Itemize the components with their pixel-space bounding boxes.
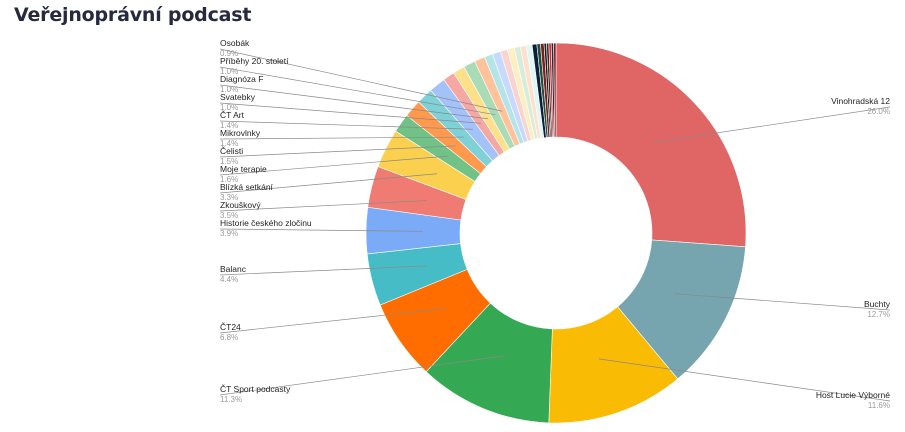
pie-slice — [555, 42, 747, 248]
slice-percent: 1.0% — [220, 67, 238, 76]
leader-line — [219, 355, 505, 396]
leader-line — [219, 48, 503, 112]
slice-percent: 26.0% — [867, 107, 890, 116]
slice-percent: 0.9% — [220, 49, 238, 58]
slice-label: Svatebky — [220, 92, 256, 102]
leader-line — [219, 308, 447, 334]
leader-line — [674, 293, 891, 311]
slice-percent: 1.0% — [220, 103, 238, 112]
slice-percent: 1.0% — [220, 85, 238, 94]
leader-line — [219, 136, 464, 140]
slice-percent: 11.6% — [868, 401, 890, 410]
leader-line — [219, 200, 428, 212]
slice-label: Diagnóza F — [220, 74, 263, 84]
leader-line — [219, 145, 456, 158]
leader-line — [219, 102, 481, 124]
slice-percent: 12.7% — [867, 310, 890, 319]
slice-label: Příběhy 20. století — [220, 56, 289, 66]
slice-label: ČT Sport podcasty — [220, 384, 291, 394]
leader-line — [598, 358, 891, 402]
slice-percent: 3.9% — [220, 229, 238, 238]
slice-label: Osobák — [220, 38, 250, 48]
slice-percent: 3.3% — [220, 193, 238, 202]
slice-label: Moje terapie — [220, 164, 267, 174]
slice-label: ČT Art — [220, 110, 245, 120]
slice-percent: 11.3% — [220, 395, 242, 404]
slice-percent: 1.6% — [220, 175, 238, 184]
slice-label: Zkouškový — [220, 200, 261, 210]
slice-percent: 1.4% — [220, 139, 238, 148]
slice-percent: 6.8% — [220, 333, 238, 342]
slice-label: Čelisti — [220, 146, 243, 156]
slice-label: Blízká setkání — [220, 182, 274, 192]
slice-percent: 1.4% — [220, 121, 238, 130]
leader-line — [219, 173, 437, 194]
slice-label: Vinohradská 12 — [831, 96, 890, 106]
slice-percent: 1.5% — [220, 157, 238, 166]
slice-label: ČT24 — [220, 322, 241, 332]
chart-title: Veřejnoprávní podcast — [14, 4, 252, 26]
slice-label: Buchty — [864, 299, 891, 309]
slice-label: Host Lucie Výborné — [816, 390, 890, 400]
leader-line — [219, 66, 496, 116]
pie-slice — [553, 42, 557, 138]
leader-line — [219, 265, 428, 276]
slice-label: Mikrovlnky — [220, 128, 261, 138]
slice-percent: 4.4% — [220, 275, 238, 284]
leader-line — [219, 84, 488, 120]
leader-line — [219, 155, 448, 176]
slice-label: Balanc — [220, 264, 247, 274]
leader-line — [219, 228, 424, 232]
slice-percent: 3.5% — [220, 211, 238, 220]
leader-line — [653, 106, 891, 143]
leader-line — [219, 120, 473, 130]
slice-label: Historie českého zločinu — [220, 218, 312, 228]
